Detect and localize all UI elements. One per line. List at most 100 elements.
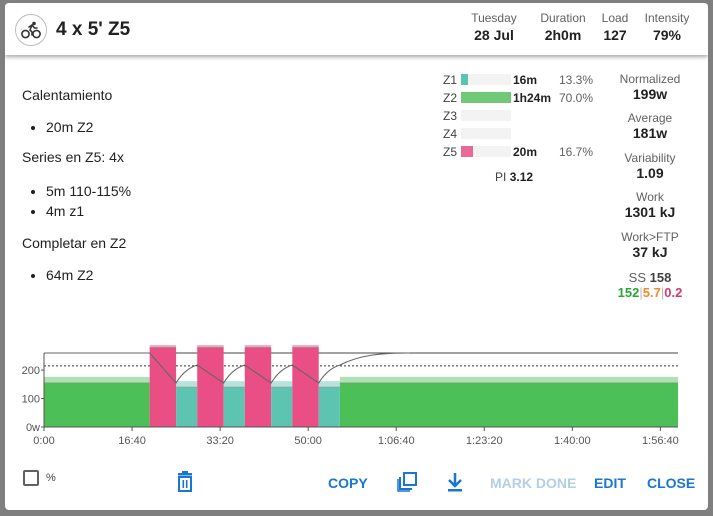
download-button[interactable] xyxy=(445,471,465,498)
workout-title: 4 x 5' Z5 xyxy=(56,19,131,40)
work-metric: Work 1301 kJ xyxy=(595,190,705,220)
duration-stat: Duration 2h0m xyxy=(536,11,590,43)
section-heading: Completar en Z2 xyxy=(22,235,127,251)
power-chart: 200 100 0w0:00 16:40 33:20 50:00 1:06:40 1:23:2… xyxy=(22,345,679,447)
normalized-metric: Normalized 199w xyxy=(595,72,705,102)
duplicate-icon xyxy=(397,472,417,492)
zone-name: Z4 xyxy=(443,127,458,141)
work-above-ftp-metric: Work>FTP 37 kJ xyxy=(595,230,705,260)
section-item: 4m z1 xyxy=(46,201,131,221)
close-button[interactable]: CLOSE xyxy=(647,475,696,491)
segment-bar xyxy=(318,387,340,427)
load-stat: Load 127 xyxy=(597,11,633,43)
duration-value: 2h0m xyxy=(544,27,582,43)
duration-label: Duration xyxy=(540,11,586,25)
zone-time: 1h24m xyxy=(513,91,552,105)
ss-part-low: 152 xyxy=(617,285,640,300)
zone-row-z4: Z4 xyxy=(443,125,593,143)
segment-bar-cap xyxy=(197,345,224,348)
zone-row-z5: Z5 20m 16.7% xyxy=(443,143,593,161)
zone-time: 20m xyxy=(513,145,538,159)
y-tick-label: 0w xyxy=(26,422,40,434)
zone-name: Z5 xyxy=(443,145,458,159)
segment-bar xyxy=(292,347,319,427)
intensity-stat: Intensity 79% xyxy=(639,11,695,43)
metric-value: 181w xyxy=(632,125,668,141)
segment-bar-cap xyxy=(223,381,245,388)
date-value: 28 Jul xyxy=(474,27,514,43)
workout-description: Calentamiento 20m Z2 Series en Z5: 4x 5m… xyxy=(22,87,131,283)
segment-bar-cap xyxy=(44,376,150,383)
y-tick-label: 100 xyxy=(22,394,40,406)
bike-icon xyxy=(15,14,47,46)
pi-readout: PI 3.12 xyxy=(495,170,533,184)
segment-bar xyxy=(244,347,272,427)
zone-row-z3: Z3 xyxy=(443,107,593,125)
percent-label: % xyxy=(46,472,56,484)
edit-button[interactable]: EDIT xyxy=(594,475,626,491)
percent-checkbox[interactable] xyxy=(23,470,39,486)
delete-button[interactable] xyxy=(175,471,195,498)
zone-percent: 70.0% xyxy=(558,91,593,105)
section-item: 20m Z2 xyxy=(46,119,131,135)
x-tick-label: 0:00 xyxy=(33,435,54,447)
zone-bar-track xyxy=(461,128,511,139)
segment-bar xyxy=(176,387,198,427)
duplicate-button[interactable] xyxy=(396,471,418,498)
x-tick-label: 1:06:40 xyxy=(378,435,415,447)
date-day-label: Tuesday xyxy=(471,11,517,25)
zone-time: 16m xyxy=(513,73,538,87)
date-stat: Tuesday 28 Jul xyxy=(467,11,521,43)
section-heading: Calentamiento xyxy=(22,87,113,103)
metric-label: Variability xyxy=(624,151,676,165)
ss-label: SS xyxy=(628,270,646,285)
copy-button[interactable]: COPY xyxy=(328,475,368,491)
metric-label: Normalized xyxy=(619,72,681,86)
dialog-header: 4 x 5' Z5 Tuesday 28 Jul Duration 2h0m L… xyxy=(5,3,708,55)
zone-bar-fill xyxy=(461,74,468,85)
workout-dialog: 4 x 5' Z5 Tuesday 28 Jul Duration 2h0m L… xyxy=(5,3,708,510)
metric-value: 1301 kJ xyxy=(624,204,676,220)
zone-bar-track xyxy=(461,110,511,121)
x-tick-label: 16:40 xyxy=(118,435,146,447)
metric-value: 1.09 xyxy=(636,165,664,181)
ss-part-mid: 5.7 xyxy=(642,285,661,300)
segment-bar-cap xyxy=(271,381,293,388)
segment-bar xyxy=(223,387,245,427)
intensity-label: Intensity xyxy=(644,11,690,25)
zone-name: Z1 xyxy=(443,73,458,87)
metric-label: Work xyxy=(636,190,664,204)
y-tick-label: 200 xyxy=(22,365,40,377)
pi-label: PI xyxy=(495,170,507,184)
segment-bar-cap xyxy=(244,345,272,348)
zone-bar-fill xyxy=(461,92,511,103)
x-tick-label: 50:00 xyxy=(294,435,322,447)
x-tick-label: 1:40:00 xyxy=(554,435,591,447)
mark-done-button[interactable]: MARK DONE xyxy=(490,475,577,491)
segment-bar xyxy=(197,347,224,427)
zone-bar-track xyxy=(461,74,511,85)
metric-label: Work>FTP xyxy=(621,230,679,244)
segment-bar xyxy=(339,382,678,427)
segment-bar-cap xyxy=(149,345,177,348)
variability-metric: Variability 1.09 xyxy=(595,151,705,181)
intensity-value: 79% xyxy=(652,27,682,43)
ss-metric: SS 158 152|5.7|0.2 xyxy=(595,270,705,300)
zone-name: Z2 xyxy=(443,91,458,105)
metric-value: 37 kJ xyxy=(632,244,668,260)
zone-bar-track xyxy=(461,92,511,103)
wbal-curve xyxy=(44,352,410,384)
load-value: 127 xyxy=(603,27,627,43)
ss-separator: | xyxy=(639,285,643,300)
zone-name: Z3 xyxy=(443,109,458,123)
zone-row-z2: Z2 1h24m 70.0% xyxy=(443,89,593,107)
trash-icon xyxy=(178,471,192,492)
x-tick-label: 1:23:20 xyxy=(466,435,503,447)
segment-bar xyxy=(271,387,293,427)
section-item: 64m Z2 xyxy=(46,267,131,283)
segment-bar-cap xyxy=(318,381,340,388)
average-metric: Average 181w xyxy=(595,111,705,141)
x-tick-label: 1:56:40 xyxy=(642,435,679,447)
segment-bar xyxy=(44,382,150,427)
x-tick-label: 33:20 xyxy=(206,435,234,447)
